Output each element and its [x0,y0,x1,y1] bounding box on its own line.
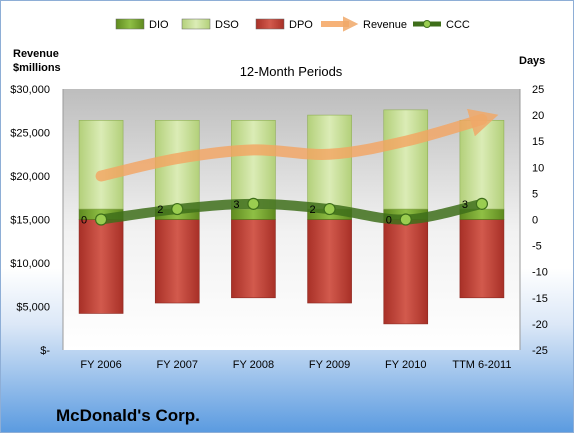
legend-swatch-dio [115,18,145,30]
ccc-point [94,213,108,226]
legend-label-dso: DSO [215,19,239,31]
legend-label-dio: DIO [149,19,169,31]
category-label: FY 2009 [309,359,350,371]
ccc-point [475,197,489,210]
ccc-data-label: 2 [157,204,163,216]
dpo-bar [459,219,505,299]
ccc-point [247,197,260,210]
left-tick-label: $- [40,345,50,357]
right-axis-ticks: -25 -20 -15 -10 -5 0 5 10 15 20 25 [532,84,548,357]
right-tick-label: -25 [532,345,548,357]
ccc-point [323,202,336,216]
ccc-point [399,213,412,226]
dpo-bar [78,219,124,314]
right-tick-label: -20 [532,319,548,331]
ccc-data-label: 0 [386,215,392,227]
ccc-point [171,202,184,216]
right-tick-label: -10 [532,267,548,279]
left-tick-label: $10,000 [10,258,50,270]
right-tick-label: 5 [532,188,538,200]
right-tick-label: 20 [532,110,544,122]
left-tick-label: $25,000 [10,128,50,140]
chart-title: 12-Month Periods [240,64,343,79]
dso-bar [307,114,352,210]
legend-label-revenue: Revenue [363,19,407,31]
legend-label-ccc: CCC [446,19,470,31]
left-tick-label: $5,000 [16,302,50,314]
ccc-data-label: 3 [462,199,468,211]
right-tick-label: -15 [532,293,548,305]
bar-series [78,109,505,325]
ccc-data-label: 0 [81,215,87,227]
left-axis-title-line2: $millions [13,62,61,74]
dso-bar [383,109,429,210]
dso-bar [459,120,505,210]
revenue-line [95,108,499,182]
left-axis-ticks: $- $5,000 $10,000 $15,000 $20,000 $25,000 $30,… [10,84,50,357]
dso-bar [231,120,276,210]
company-name: McDonald's Corp. [56,406,200,425]
dpo-bar [154,219,200,304]
category-label: FY 2008 [233,359,274,371]
category-label: TTM 6-2011 [452,359,511,371]
dso-bar [78,120,124,210]
category-axis-labels: FY 2006 FY 2007 FY 2008 FY 2009 FY 2010 TTM 6… [80,359,511,371]
left-tick-label: $30,000 [10,84,50,96]
left-tick-label: $20,000 [10,171,50,183]
category-label: FY 2010 [385,359,426,371]
legend-swatch-dso [181,18,211,30]
ccc-line [96,198,487,225]
legend: DIO DSO DPO Revenue CCC [115,16,470,32]
left-tick-label: $15,000 [10,215,50,227]
category-label: FY 2007 [157,359,198,371]
right-tick-label: 10 [532,162,544,174]
line-series: 0 2 3 2 0 3 [81,108,499,227]
right-axis-title: Days [519,55,545,67]
legend-swatch-ccc-marker [423,20,431,28]
legend-label-dpo: DPO [289,19,313,31]
right-tick-label: 25 [532,84,544,96]
left-axis-title-line1: Revenue [13,48,59,60]
ccc-data-label: 2 [310,204,316,216]
right-tick-label: 0 [532,215,538,227]
ccc-data-label: 3 [233,199,239,211]
right-tick-label: -5 [532,241,542,253]
legend-swatch-dpo [255,18,285,30]
dpo-bar [383,219,429,325]
category-label: FY 2006 [80,359,121,371]
dpo-bar [307,219,352,304]
dpo-bar [231,219,276,299]
right-tick-label: 15 [532,136,544,148]
